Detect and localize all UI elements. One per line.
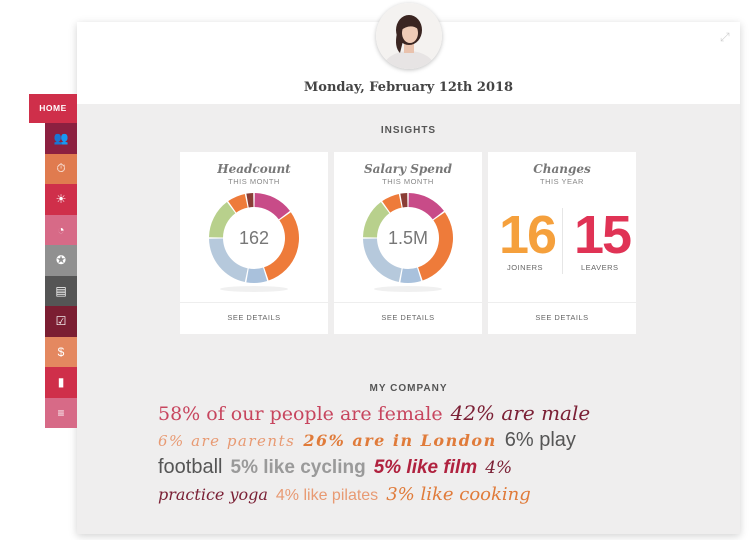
donut-shadow [220, 286, 288, 292]
donut-segment [363, 238, 402, 283]
donut-value: 162 [239, 228, 269, 248]
company-fact: 58% of our people are female [158, 403, 443, 425]
leavers-count: 15 [574, 205, 632, 265]
sidebar-item-stopwatch[interactable]: ⏱ [45, 153, 77, 184]
card-title: Headcount [217, 162, 291, 176]
company-fact: 5% like cycling [230, 457, 366, 478]
donut-segment [246, 193, 254, 208]
donut-segment [209, 202, 236, 238]
donut-shadow [374, 286, 442, 292]
company-facts: 58% of our people are female 42% are male… [158, 400, 678, 508]
document-icon: ▤ [55, 283, 67, 298]
donut-segment [254, 193, 290, 220]
sidebar-item-people[interactable]: 👥 [45, 123, 77, 154]
company-fact: 6% are parents [158, 432, 296, 450]
joiners-count: 16 [499, 205, 557, 265]
nav-home-button[interactable]: HOME [29, 94, 77, 123]
fact-line: football 5% like cycling 5% like film 4% [158, 454, 678, 481]
user-avatar[interactable] [376, 3, 442, 69]
donut-segment [363, 202, 390, 238]
company-heading: MY COMPANY [369, 383, 448, 394]
donut-segment [228, 193, 248, 213]
card-title: Salary Spend [363, 162, 453, 176]
fact-line: 6% are parents 26% are in London 6% play [158, 427, 678, 454]
award-icon: ✪ [55, 253, 67, 268]
insights-heading: INSIGHTS [380, 125, 437, 136]
divider [180, 302, 328, 303]
card-title: Changes [533, 162, 591, 176]
bar-chart-icon: ▮ [57, 375, 65, 390]
company-fact: 3% like cooking [386, 484, 531, 505]
sidebar-item-document[interactable]: ▤ [45, 275, 77, 306]
leavers-label: LEAVERS [581, 263, 619, 272]
sidebar-item-award[interactable]: ✪ [45, 245, 77, 276]
sidebar-item-sunset[interactable]: ☀ [45, 184, 77, 215]
card-subtitle: THIS MONTH [382, 177, 434, 186]
card-subtitle: THIS YEAR [540, 177, 584, 186]
donut-segment [246, 267, 268, 283]
sidebar-item-sliders[interactable]: ≡ [45, 397, 77, 428]
donut-segment [382, 193, 402, 213]
donut-segment [418, 212, 453, 281]
sidebar-item-checkbox[interactable]: ☑ [45, 306, 77, 337]
salary-donut: 1.5M [363, 193, 453, 283]
expand-icon[interactable]: ⤢ [720, 30, 730, 44]
sidebar-item-coin[interactable]: $ [45, 336, 77, 367]
company-section [77, 359, 740, 534]
company-fact: 4% like pilates [275, 487, 379, 504]
changes-card[interactable]: Changes THIS YEAR 16 15 JOINERS LEAVERS … [488, 152, 636, 334]
see-details-link[interactable]: SEE DETAILS [381, 313, 435, 322]
card-subtitle: THIS MONTH [228, 177, 280, 186]
company-fact: 6% play [504, 429, 576, 451]
see-details-link[interactable]: SEE DETAILS [227, 313, 281, 322]
divider [334, 302, 482, 303]
sidebar-nav: 👥 ⏱ ☀ ◔ ✪ ▤ ☑ $ ▮ ≡ [45, 123, 77, 428]
headcount-donut: 162 [209, 193, 299, 283]
company-fact: 5% like film [373, 457, 478, 478]
company-fact: 42% are male [450, 401, 591, 425]
divider [488, 302, 636, 303]
company-fact: 26% are in London [303, 431, 497, 450]
donut-segment [408, 193, 444, 220]
chart-circle-icon: ◔ [57, 222, 65, 237]
checkbox-icon: ☑ [55, 314, 67, 329]
page-date: Monday, February 12th 2018 [303, 80, 514, 95]
company-fact: 4% [485, 458, 513, 478]
sliders-icon: ≡ [57, 405, 65, 420]
sunset-icon: ☀ [55, 192, 67, 207]
fact-line: 58% of our people are female 42% are male [158, 400, 678, 427]
headcount-card[interactable]: Headcount THIS MONTH 162 SEE DETAILS [180, 152, 328, 334]
donut-segment [400, 193, 408, 208]
donut-segment [264, 212, 299, 281]
people-icon: 👥 [53, 131, 69, 146]
fact-line: practice yoga 4% like pilates 3% like cook… [158, 481, 678, 508]
donut-value: 1.5M [388, 228, 428, 248]
sidebar-item-bar-chart[interactable]: ▮ [45, 367, 77, 398]
joiners-label: JOINERS [507, 263, 544, 272]
stopwatch-icon: ⏱ [56, 161, 66, 176]
donut-segment [400, 267, 422, 283]
company-fact: practice yoga [158, 485, 268, 504]
coin-icon: $ [57, 344, 65, 359]
salary-spend-card[interactable]: Salary Spend THIS MONTH 1.5M SEE DETAILS [334, 152, 482, 334]
company-fact: football [158, 456, 223, 478]
changes-divider [562, 208, 563, 274]
sidebar-item-chart-circle[interactable]: ◔ [45, 214, 77, 245]
donut-segment [209, 238, 248, 283]
see-details-link[interactable]: SEE DETAILS [535, 313, 589, 322]
